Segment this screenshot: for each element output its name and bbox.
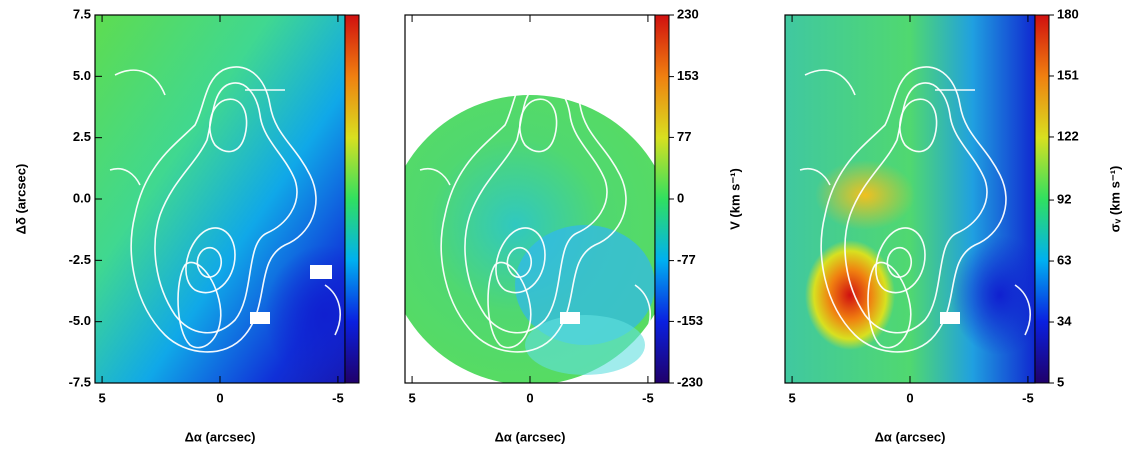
x-tick-label: -5 — [1022, 390, 1034, 405]
y-tick-label: 7.5 — [73, 6, 91, 21]
x-axis-label: Δα (arcsec) — [185, 429, 256, 444]
map-image — [785, 15, 1035, 383]
y-tick-label: 2.5 — [73, 129, 91, 144]
colorbar-tick-label: -77 — [677, 252, 696, 267]
colorbar — [344, 14, 360, 384]
y-tick-label: 0.0 — [73, 190, 91, 205]
x-tick-label: 0 — [216, 390, 223, 405]
colorbar — [1034, 14, 1050, 384]
colorbar-tick-label: 180 — [1057, 6, 1079, 21]
x-tick-label: 0 — [906, 390, 913, 405]
colorbar-tick-label: 230 — [677, 6, 699, 21]
y-axis-label: Δδ (arcsec) — [13, 164, 28, 235]
colorbar-tick-label: 0 — [677, 190, 684, 205]
x-tick-label: 5 — [98, 390, 105, 405]
x-tick-label: -5 — [642, 390, 654, 405]
colorbar-tick-label: 122 — [1057, 128, 1079, 143]
y-tick-label: -7.5 — [69, 374, 91, 389]
y-tick-label: 5.0 — [73, 68, 91, 83]
colorbar-tick-label: 151 — [1057, 67, 1079, 82]
colorbar-tick-label: 34 — [1057, 313, 1072, 328]
colorbar-tick-label: 153 — [677, 68, 699, 83]
colorbar-tick-label: 77 — [677, 129, 691, 144]
colorbar-tick-label: 5 — [1057, 374, 1064, 389]
colorbar-tick-label: 63 — [1057, 252, 1071, 267]
colorbar — [654, 14, 670, 384]
colorbar-tick-label: -230 — [677, 374, 703, 389]
map-image — [95, 15, 345, 383]
x-axis-label: Δα (arcsec) — [495, 429, 566, 444]
colorbar-label: V (km s⁻¹) — [727, 168, 742, 230]
x-tick-label: 5 — [788, 390, 795, 405]
colorbar-tick-label: -153 — [677, 313, 703, 328]
colorbar-tick-label: 92 — [1057, 191, 1071, 206]
map-image — [405, 15, 655, 383]
x-axis-label: Δα (arcsec) — [875, 429, 946, 444]
x-tick-label: -5 — [332, 390, 344, 405]
y-tick-label: -2.5 — [69, 252, 91, 267]
x-tick-label: 0 — [526, 390, 533, 405]
y-tick-label: -5.0 — [69, 313, 91, 328]
x-tick-label: 5 — [408, 390, 415, 405]
colorbar-label: σᵥ (km s⁻¹) — [1107, 166, 1122, 233]
